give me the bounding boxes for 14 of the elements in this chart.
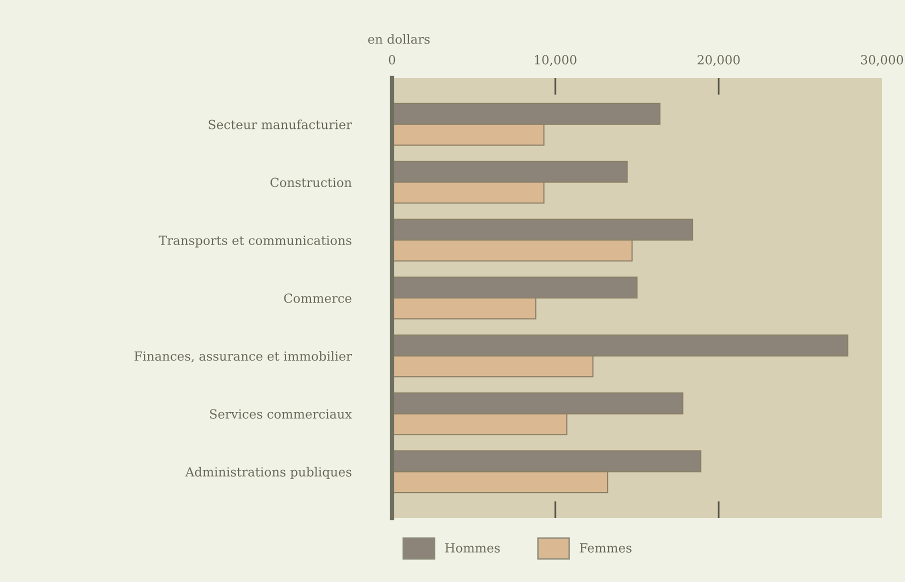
legend-label: Hommes [445,543,500,553]
legend-label: Femmes [580,543,632,553]
y-tick-label: Administrations publiques [185,466,352,480]
y-tick-label: Secteur manufacturier [208,120,352,130]
y-tick-label: Services commerciaux [210,409,352,419]
y-tick-label: Transports et communications [158,236,352,248]
x-tick-label: 20,000 [698,55,740,66]
y-tick-label: Construction [270,178,352,188]
y-tick-label: Finances, assurance et immobilier [134,351,352,362]
x-tick-label: 10,000 [534,55,576,66]
x-tick-label: 30,000 [861,55,904,66]
x-tick-label: 0 [388,55,396,64]
y-tick-label: Commerce [284,293,352,303]
x-axis-title: en dollars [368,34,430,44]
